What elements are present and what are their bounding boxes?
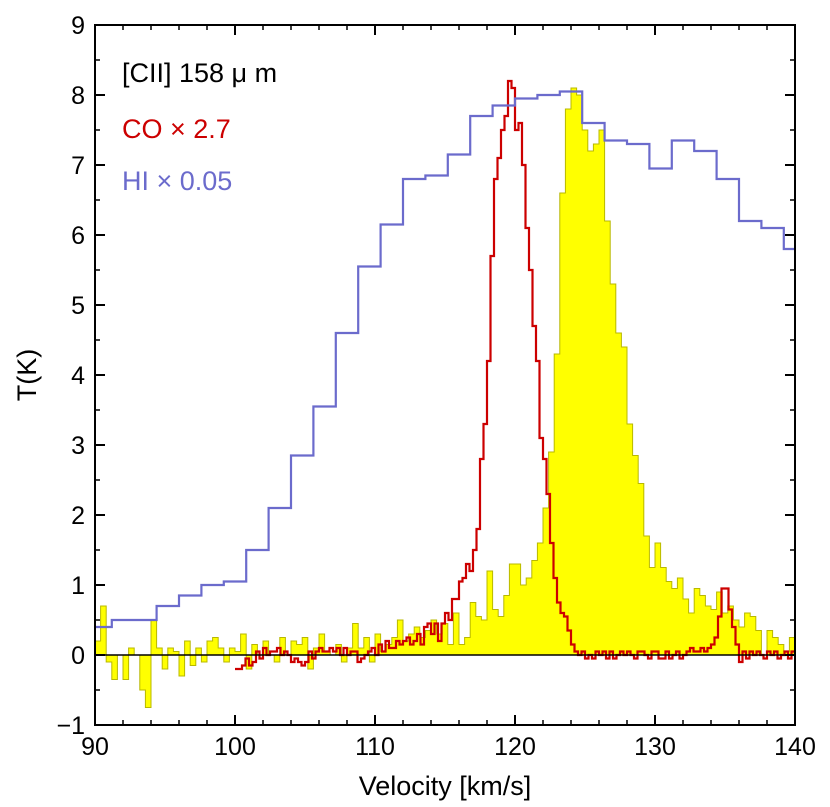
y-tick-label: 9	[71, 12, 85, 40]
y-tick-label: −1	[56, 712, 85, 740]
y-tick-label: 7	[71, 152, 85, 180]
series-co-line	[235, 79, 795, 671]
y-tick-label: 6	[71, 222, 85, 250]
x-axis-title: Velocity [km/s]	[359, 771, 532, 801]
y-tick-label: 3	[71, 432, 85, 460]
x-tick-label: 120	[494, 733, 536, 761]
x-tick-label: 110	[355, 733, 395, 761]
x-tick-label: 130	[634, 733, 676, 761]
y-tick-label: 5	[71, 292, 85, 320]
series-hi-line	[95, 90, 795, 629]
legend-entry-hi: HI × 0.05	[122, 166, 232, 196]
x-tick-label: 100	[214, 733, 256, 761]
legend-entry-cii: [CII] 158 μ m	[122, 58, 277, 88]
y-axis-title: T(K)	[12, 349, 42, 401]
y-tick-label: 1	[71, 572, 85, 600]
ticks-layer: 90 100 110 120 130 140 −1 0 1 2 3 4 5 6 7 8 9	[56, 12, 815, 761]
x-tick-label: 90	[81, 733, 109, 761]
legend-entry-co: CO × 2.7	[122, 114, 231, 144]
y-tick-label: 4	[71, 362, 85, 390]
y-tick-label: 2	[71, 502, 85, 530]
x-tick-label: 140	[774, 733, 816, 761]
legend: [CII] 158 μ m CO × 2.7 HI × 0.05	[122, 58, 277, 196]
y-tick-label: 0	[71, 642, 85, 670]
series-cii-fill	[95, 88, 795, 708]
y-tick-label: 8	[71, 82, 85, 110]
